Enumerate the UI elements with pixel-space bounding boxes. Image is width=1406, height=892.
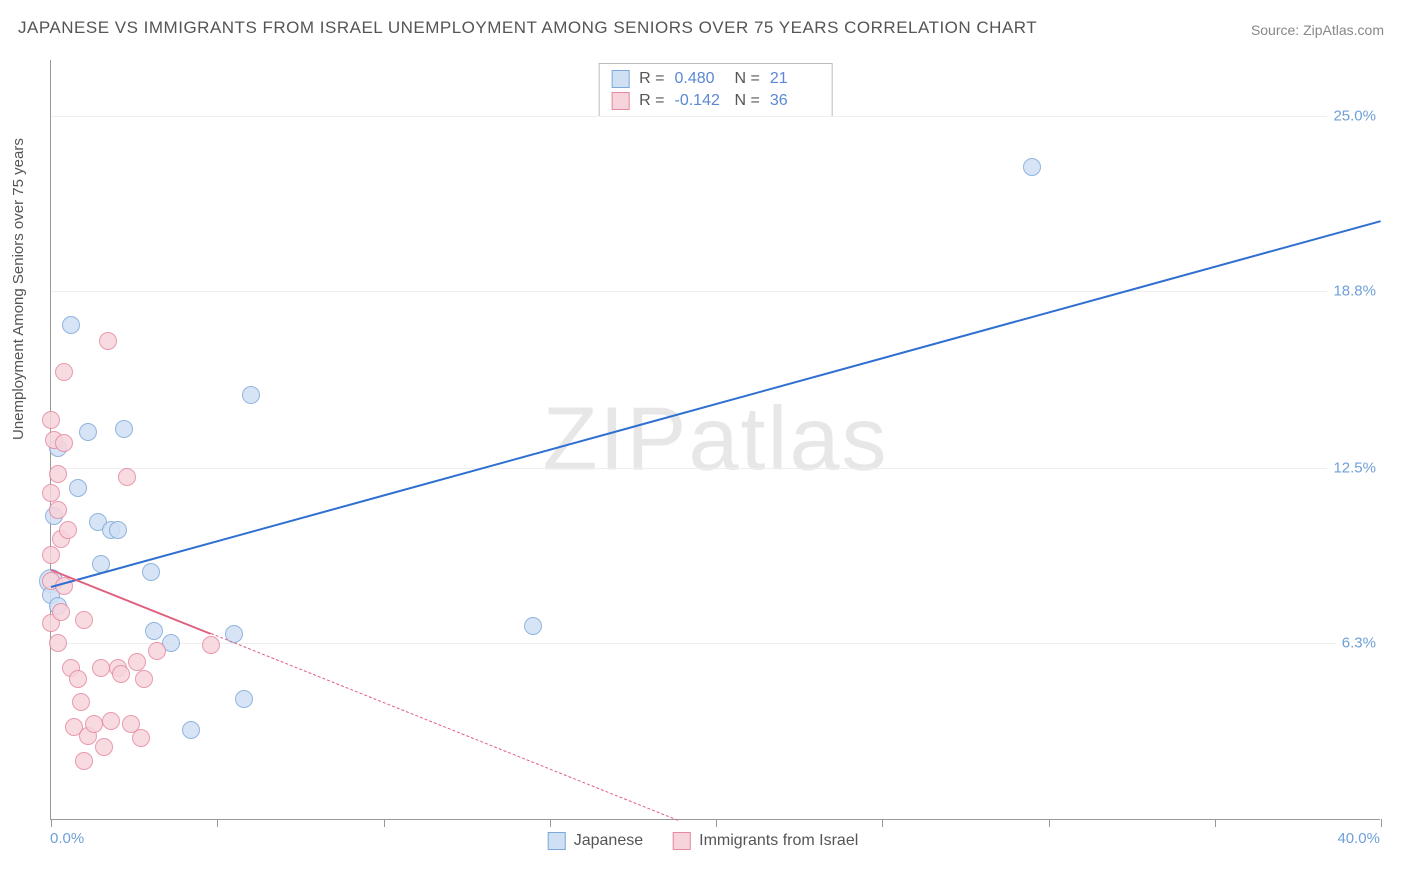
data-point (69, 670, 87, 688)
y-tick-label: 12.5% (1327, 460, 1382, 477)
data-point (128, 653, 146, 671)
legend-item: Immigrants from Israel (673, 832, 858, 850)
legend-stat-row: R = -0.142 N = 36 (611, 90, 820, 112)
legend-item: Japanese (548, 832, 643, 850)
legend-swatch (673, 832, 691, 850)
x-tick (1215, 819, 1216, 827)
x-tick (384, 819, 385, 827)
x-tick (1381, 819, 1382, 827)
data-point (524, 617, 542, 635)
source-label: Source: ZipAtlas.com (1251, 22, 1384, 38)
plot-area: ZIPatlas R =0.480N =21R =-0.142N =36 6.3… (50, 60, 1380, 820)
data-point (235, 690, 253, 708)
legend-series-name: Japanese (574, 832, 643, 850)
legend-n-value: 36 (770, 90, 820, 112)
data-point (135, 670, 153, 688)
data-point (202, 636, 220, 654)
data-point (99, 332, 117, 350)
data-point (102, 712, 120, 730)
data-point (55, 363, 73, 381)
data-point (109, 521, 127, 539)
x-tick (882, 819, 883, 827)
data-point (142, 563, 160, 581)
regression-line (51, 570, 211, 636)
legend-series: Japanese Immigrants from Israel (548, 832, 859, 850)
legend-stat-row: R = 0.480 N = 21 (611, 68, 820, 90)
data-point (148, 642, 166, 660)
data-point (118, 468, 136, 486)
data-point (59, 521, 77, 539)
gridline (51, 116, 1380, 117)
data-point (75, 611, 93, 629)
data-point (52, 603, 70, 621)
y-tick-label: 25.0% (1327, 108, 1382, 125)
legend-n-label: N = (735, 90, 760, 112)
legend-series-name: Immigrants from Israel (699, 832, 858, 850)
data-point (49, 501, 67, 519)
y-axis-title: Unemployment Among Seniors over 75 years (10, 138, 27, 440)
legend-r-value: 0.480 (675, 68, 725, 90)
data-point (49, 634, 67, 652)
data-point (69, 479, 87, 497)
data-point (42, 411, 60, 429)
data-point (75, 752, 93, 770)
legend-r-label: R = (639, 90, 664, 112)
data-point (1023, 158, 1041, 176)
data-point (95, 738, 113, 756)
data-point (115, 420, 133, 438)
x-tick (550, 819, 551, 827)
x-tick (51, 819, 52, 827)
legend-n-value: 21 (770, 68, 820, 90)
gridline (51, 291, 1380, 292)
legend-stats: R = 0.480 N = 21 R = -0.142 N = 36 (598, 63, 833, 117)
legend-swatch (611, 92, 629, 110)
data-point (42, 546, 60, 564)
gridline (51, 643, 1380, 644)
x-tick (1049, 819, 1050, 827)
data-point (132, 729, 150, 747)
regression-line (210, 633, 677, 821)
data-point (42, 484, 60, 502)
data-point (92, 659, 110, 677)
data-point (72, 693, 90, 711)
x-axis-min-label: 0.0% (50, 830, 84, 847)
x-axis-max-label: 40.0% (1337, 830, 1380, 847)
y-tick-label: 18.8% (1327, 282, 1382, 299)
legend-n-label: N = (735, 68, 760, 90)
x-tick (217, 819, 218, 827)
data-point (85, 715, 103, 733)
x-tick (716, 819, 717, 827)
chart-title: JAPANESE VS IMMIGRANTS FROM ISRAEL UNEMP… (18, 18, 1037, 38)
legend-r-value: -0.142 (675, 90, 725, 112)
data-point (182, 721, 200, 739)
legend-swatch (611, 70, 629, 88)
data-point (49, 465, 67, 483)
legend-r-label: R = (639, 68, 664, 90)
data-point (112, 665, 130, 683)
data-point (79, 423, 97, 441)
data-point (242, 386, 260, 404)
data-point (55, 434, 73, 452)
data-point (62, 316, 80, 334)
regression-line (51, 220, 1382, 588)
data-point (145, 622, 163, 640)
y-tick-label: 6.3% (1336, 634, 1382, 651)
legend-swatch (548, 832, 566, 850)
gridline (51, 468, 1380, 469)
